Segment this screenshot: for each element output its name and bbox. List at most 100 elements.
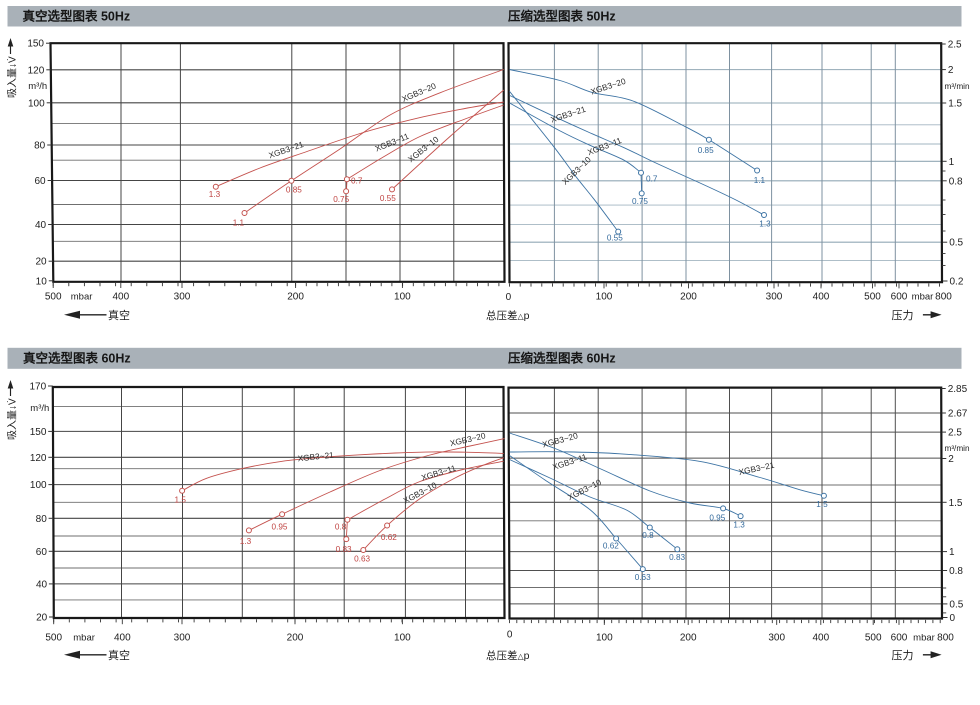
svg-text:80: 80 (34, 141, 46, 152)
svg-text:0.85: 0.85 (286, 185, 302, 194)
svg-text:40: 40 (36, 579, 48, 590)
svg-text:0: 0 (950, 613, 956, 624)
svg-text:压力: 压力 (892, 649, 914, 662)
svg-text:压缩选型图表 60Hz: 压缩选型图表 60Hz (508, 351, 616, 366)
svg-text:XGB3~21: XGB3~21 (297, 450, 334, 464)
svg-text:0.95: 0.95 (709, 513, 725, 522)
svg-text:120: 120 (28, 65, 45, 76)
svg-text:0.8: 0.8 (949, 566, 963, 577)
svg-text:1.5: 1.5 (948, 99, 962, 110)
svg-text:m³/h: m³/h (30, 403, 49, 414)
svg-text:100: 100 (596, 632, 613, 643)
svg-text:0.83: 0.83 (669, 553, 685, 562)
svg-text:吸入量: 吸入量 (7, 410, 19, 440)
svg-text:m³/h: m³/h (28, 81, 47, 92)
svg-text:1.5: 1.5 (816, 500, 828, 509)
svg-text:400: 400 (114, 632, 131, 643)
svg-text:400: 400 (813, 291, 830, 302)
svg-text:800: 800 (935, 291, 952, 302)
svg-text:2: 2 (948, 65, 954, 76)
svg-text:0.95: 0.95 (272, 522, 288, 531)
svg-text:20: 20 (35, 257, 47, 268)
svg-text:170: 170 (30, 382, 47, 393)
svg-text:60: 60 (36, 547, 48, 558)
svg-text:压缩选型图表 50Hz: 压缩选型图表 50Hz (508, 9, 616, 24)
svg-text:400: 400 (112, 291, 129, 302)
svg-text:0.62: 0.62 (603, 542, 619, 551)
svg-text:0.2: 0.2 (950, 277, 964, 288)
svg-text:100: 100 (30, 480, 47, 491)
svg-text:0.62: 0.62 (381, 533, 397, 542)
svg-text:压力: 压力 (892, 309, 914, 322)
svg-text:800: 800 (937, 632, 954, 643)
svg-text:100: 100 (394, 632, 411, 643)
svg-text:2.5: 2.5 (948, 428, 962, 439)
svg-text:300: 300 (768, 632, 785, 643)
svg-text:1.5: 1.5 (949, 498, 963, 509)
svg-text:0.85: 0.85 (698, 146, 714, 155)
svg-text:200: 200 (680, 632, 697, 643)
svg-text:0.7: 0.7 (351, 177, 363, 186)
svg-text:80: 80 (36, 514, 48, 525)
svg-text:2.67: 2.67 (948, 409, 968, 420)
svg-text:1.3: 1.3 (759, 220, 771, 229)
svg-text:0.8: 0.8 (335, 522, 347, 531)
svg-text:1.3: 1.3 (209, 190, 221, 199)
svg-text:20: 20 (36, 613, 48, 624)
svg-text:真空选型图表 60Hz: 真空选型图表 60Hz (23, 351, 131, 366)
svg-text:0.8: 0.8 (642, 531, 654, 540)
svg-text:真空: 真空 (108, 308, 130, 322)
svg-text:总压差△p: 总压差△p (486, 309, 530, 322)
svg-text:500: 500 (865, 632, 882, 643)
svg-text:300: 300 (766, 291, 783, 302)
svg-text:120: 120 (30, 453, 47, 464)
svg-text:500: 500 (864, 291, 881, 302)
svg-text:0.75: 0.75 (632, 197, 648, 206)
svg-text:0.55: 0.55 (380, 194, 396, 203)
svg-text:2.85: 2.85 (948, 384, 968, 395)
svg-text:1.5: 1.5 (175, 495, 187, 504)
svg-text:0.75: 0.75 (333, 195, 349, 204)
svg-text:m³/min: m³/min (945, 82, 970, 91)
svg-text:0.8: 0.8 (949, 176, 963, 187)
svg-text:200: 200 (680, 291, 697, 302)
svg-text:mbar: mbar (913, 632, 935, 643)
svg-text:0.63: 0.63 (635, 573, 651, 582)
svg-text:200: 200 (287, 291, 304, 302)
svg-text:↓V̇: ↓V̇ (6, 398, 19, 410)
svg-text:mbar: mbar (912, 291, 934, 302)
svg-text:0: 0 (506, 292, 512, 303)
svg-text:2: 2 (948, 454, 954, 465)
svg-text:100: 100 (28, 98, 45, 109)
svg-text:1.1: 1.1 (233, 219, 245, 228)
svg-text:100: 100 (596, 291, 613, 302)
svg-text:真空选型图表 50Hz: 真空选型图表 50Hz (23, 9, 131, 24)
svg-text:600: 600 (891, 632, 908, 643)
svg-text:0.83: 0.83 (336, 545, 352, 554)
svg-text:10: 10 (36, 276, 48, 287)
svg-text:总压差△p: 总压差△p (486, 649, 530, 662)
svg-text:1: 1 (949, 547, 955, 558)
svg-text:0.63: 0.63 (354, 555, 370, 564)
svg-text:2.5: 2.5 (948, 40, 962, 51)
svg-text:400: 400 (812, 632, 829, 643)
svg-text:1.3: 1.3 (733, 521, 745, 530)
svg-text:150: 150 (30, 427, 47, 438)
svg-text:↓V̇: ↓V̇ (6, 56, 19, 68)
svg-text:1.1: 1.1 (754, 176, 766, 185)
svg-text:500: 500 (45, 632, 62, 643)
svg-text:吸入量: 吸入量 (7, 68, 19, 98)
svg-text:1: 1 (949, 157, 955, 168)
svg-text:0.5: 0.5 (949, 238, 963, 249)
svg-text:150: 150 (27, 39, 44, 50)
svg-text:0.5: 0.5 (949, 599, 963, 610)
svg-text:500: 500 (45, 291, 62, 302)
svg-text:真空: 真空 (108, 648, 130, 662)
svg-text:0.55: 0.55 (607, 234, 623, 243)
svg-text:300: 300 (174, 291, 191, 302)
svg-text:600: 600 (891, 291, 908, 302)
svg-text:0: 0 (507, 629, 513, 640)
svg-text:mbar: mbar (73, 632, 95, 643)
svg-text:1.3: 1.3 (240, 537, 252, 546)
svg-text:40: 40 (35, 220, 47, 231)
